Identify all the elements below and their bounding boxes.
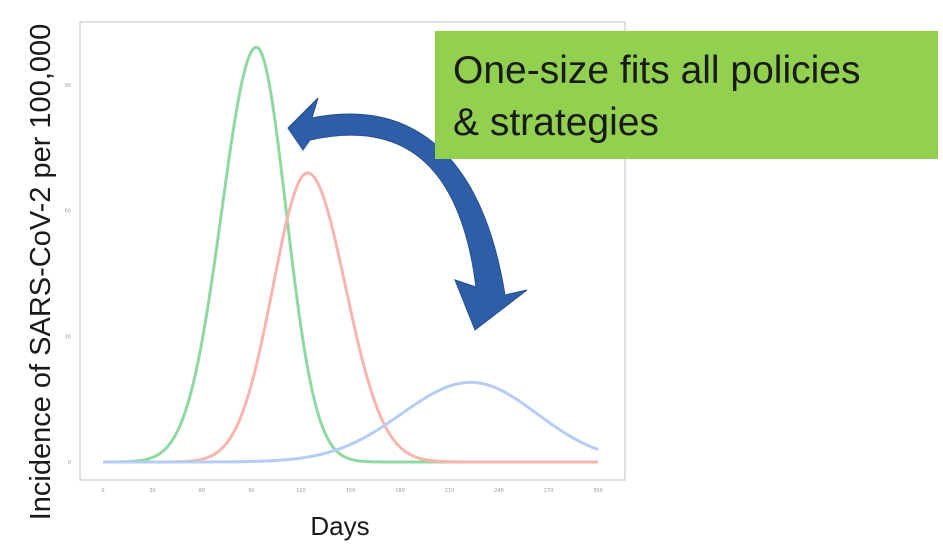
annotation-line-1: One-size fits all policies: [453, 49, 861, 92]
series-layer: [102, 45, 599, 464]
x-tick-label: 0: [101, 488, 104, 494]
plot-frame: [79, 21, 626, 481]
y-tick-label: 0: [68, 460, 71, 466]
x-tick-label: 240: [494, 488, 504, 494]
x-tick-label: 150: [346, 488, 356, 494]
x-tick-label: 120: [296, 488, 306, 494]
annotation-box: One-size fits all policies & strategies: [435, 31, 938, 159]
annotation-line-2: & strategies: [453, 101, 659, 144]
y-axis-ticks: 0 30 60 90: [65, 83, 71, 466]
x-tick-label: 180: [395, 488, 405, 494]
x-tick-label: 210: [445, 488, 455, 494]
y-axis-label: Incidence of SARS-CoV-2 per 100,000: [25, 24, 57, 521]
x-tick-label: 60: [199, 488, 205, 494]
series-line-3: [103, 380, 599, 464]
y-tick-label: 30: [65, 334, 71, 340]
series-line-2: [103, 171, 598, 464]
x-axis-label: Days: [310, 511, 369, 541]
curved-arrow-icon: [287, 97, 528, 331]
x-tick-label: 30: [149, 488, 155, 494]
x-tick-label: 270: [544, 488, 554, 494]
y-tick-label: 90: [65, 83, 71, 89]
x-axis-ticks: 0 30 60 90 120 150 180 210 240 270 300: [101, 488, 602, 494]
x-tick-label: 300: [593, 488, 603, 494]
y-tick-label: 60: [65, 209, 71, 215]
x-tick-label: 90: [248, 488, 254, 494]
